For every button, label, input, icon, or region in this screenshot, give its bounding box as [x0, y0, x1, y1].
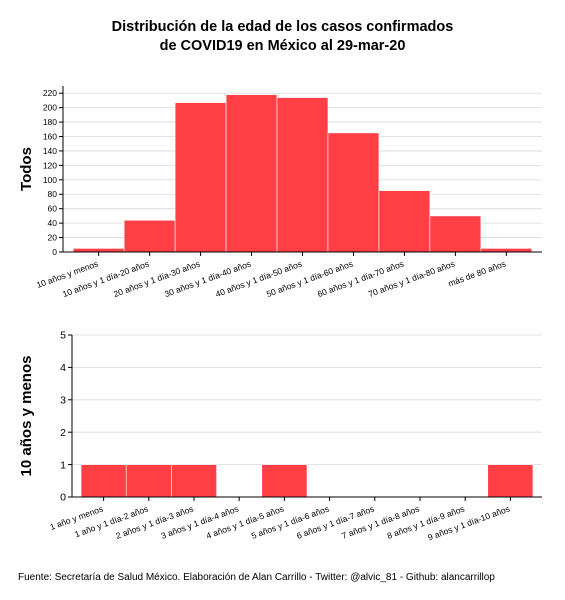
y-axis-label: 10 años y menos [18, 356, 35, 477]
y-axis-label: Todos [18, 147, 35, 191]
y-tick-label: 200 [43, 103, 57, 113]
y-tick-label: 20 [48, 233, 58, 243]
y-tick-label: 0 [52, 247, 57, 257]
bar [125, 464, 172, 498]
y-tick-label: 220 [43, 88, 57, 98]
y-tick-label: 3 [60, 394, 66, 406]
chart-title-line2: de COVID19 en México al 29-mar-20 [159, 38, 406, 54]
bar [487, 464, 534, 498]
y-tick-label: 40 [48, 218, 58, 228]
bar [429, 215, 482, 253]
y-tick-label: 140 [43, 146, 57, 156]
bar [261, 464, 308, 498]
y-tick-label: 100 [43, 175, 57, 185]
y-tick-label: 0 [60, 492, 66, 504]
chart-title-line1: Distribución de la edad de los casos con… [111, 19, 454, 35]
bar [171, 464, 217, 498]
y-tick-label: 180 [43, 117, 57, 127]
bar [378, 190, 431, 253]
bar [174, 102, 227, 253]
bar [80, 464, 127, 498]
y-tick-label: 4 [60, 362, 66, 374]
y-tick-label: 80 [48, 189, 58, 199]
bar [225, 94, 278, 253]
y-tick-label: 60 [48, 204, 58, 214]
y-tick-label: 2 [60, 427, 66, 439]
bar [276, 97, 329, 253]
chart-title: Distribución de la edad de los casos con… [0, 18, 565, 56]
bar [327, 132, 380, 253]
y-tick-label: 1 [60, 459, 66, 471]
x-tick-label: 9 años y 1 día-10 años [426, 503, 511, 542]
y-tick-label: 160 [43, 131, 57, 141]
y-tick-label: 5 [60, 330, 66, 342]
y-tick-label: 120 [43, 160, 57, 170]
source-footer: Fuente: Secretaría de Salud México. Elab… [18, 572, 495, 583]
